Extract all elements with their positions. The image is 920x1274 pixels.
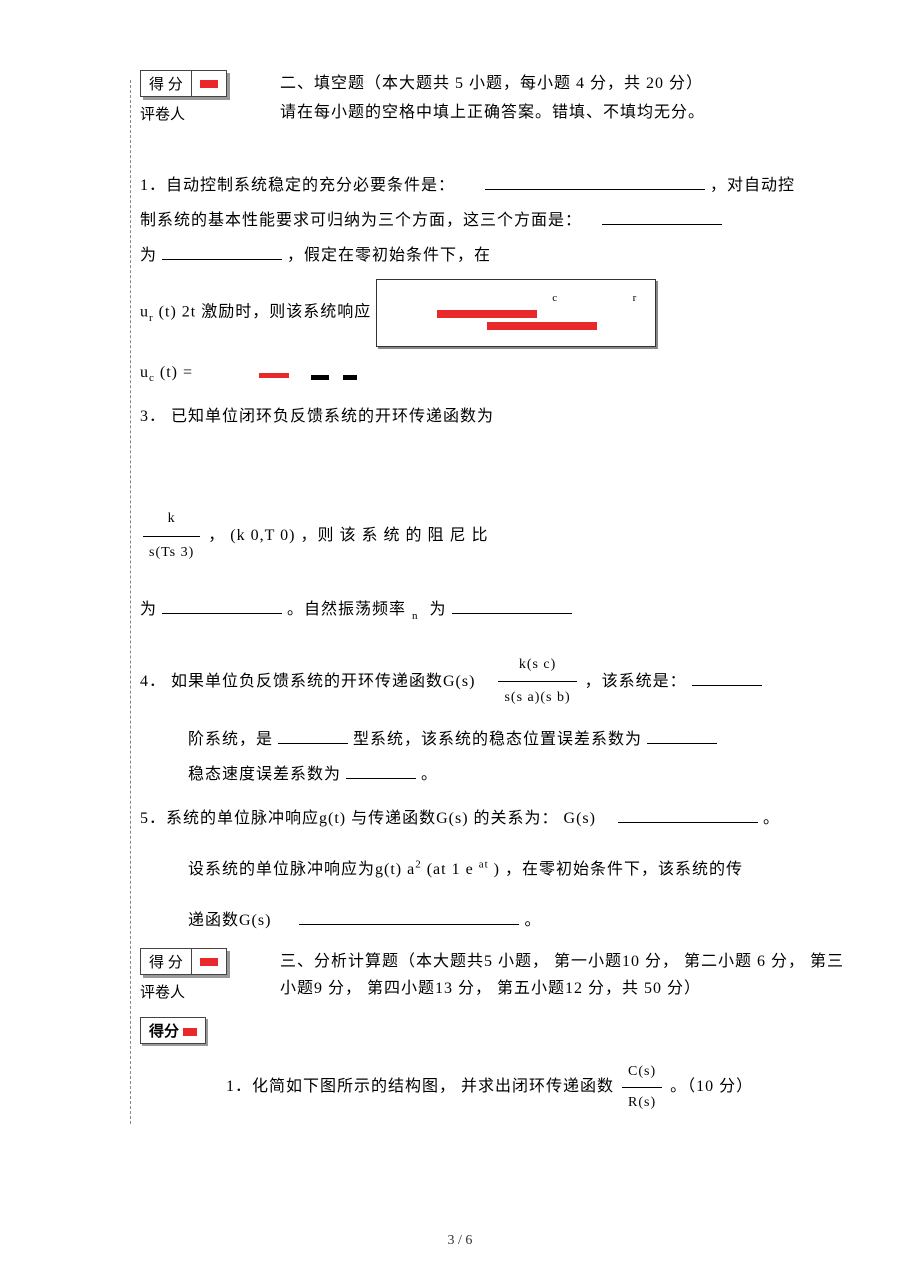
q5-line2a: 设系统的单位脉冲响应为g(t) a — [188, 861, 415, 878]
section2-instruction: 请在每小题的空格中填上正确答案。错填、不填均无分。 — [280, 99, 850, 128]
question-5: 5．系统的单位脉冲响应g(t) 与传递函数G(s) 的关系为： G(s) 。 设… — [140, 801, 850, 939]
score-label-cell-2: 得 分 — [141, 949, 192, 974]
score-value-cell-2 — [192, 951, 226, 972]
q3-frac-den: s(Ts 3) — [143, 537, 200, 569]
score-value-cell — [192, 73, 226, 94]
q1-line5b: (t) = — [160, 364, 193, 381]
score-box-2: 得 分 — [140, 948, 227, 975]
q1-line2a: 制系统的基本性能要求可归纳为三个方面，这三个方面是： — [140, 212, 582, 229]
s3q1-frac-num: C(s) — [622, 1058, 662, 1088]
question-4: 4． 如果单位负反馈系统的开环传递函数G(s) k(s c) s(s a)(s … — [140, 650, 850, 793]
q1-uc-u: u — [140, 364, 149, 381]
q1-line1b: ，对自动控 — [710, 177, 795, 194]
section2-title: 二、填空题（本大题共 5 小题，每小题 4 分，共 20 分） — [280, 70, 850, 99]
q4-fraction: k(s c) s(s a)(s b) — [498, 650, 576, 715]
q5-line1b: 。 — [763, 810, 780, 827]
q3-sub-n: n — [412, 610, 419, 622]
q3-blank2 — [452, 598, 572, 614]
q5-blank2 — [299, 909, 519, 925]
q1-line1a: 1．自动控制系统稳定的充分必要条件是： — [140, 177, 455, 194]
page-left-dashed-border — [130, 80, 132, 1124]
q4-blank3 — [647, 728, 717, 744]
score-grader-block-2: 得 分 评卷人 — [140, 948, 260, 1002]
q1-blank2 — [602, 209, 722, 225]
sub-score-box: 得分 — [140, 1017, 206, 1044]
q3-line2a: 为 — [140, 601, 157, 618]
sub-score-row: 得分 — [140, 1017, 850, 1044]
q4-line2a: 阶系统，是 — [188, 731, 273, 748]
page-number: 3 / 6 — [0, 1233, 920, 1249]
score-grader-block: 得 分 评卷人 — [140, 70, 260, 124]
score-label-cell: 得 分 — [141, 71, 192, 96]
q5-line2b: (at 1 e — [427, 861, 479, 878]
q4-line3a: 稳态速度误差系数为 — [188, 766, 341, 783]
q5-line2c: ) ，在零初始条件下，该系统的传 — [494, 861, 743, 878]
s3q1-fraction: C(s) R(s) — [622, 1058, 662, 1117]
q1-blank3 — [162, 244, 282, 260]
q1-uc-sub: c — [149, 372, 155, 384]
q5-sup1: 2 — [415, 859, 422, 871]
q4-blank1 — [692, 670, 762, 686]
question-3: 3． 已知单位闭环负反馈系统的开环传递函数为 k s(Ts 3) ， (k 0,… — [140, 399, 850, 628]
section3-header-row: 得 分 评卷人 三、分析计算题（本大题共5 小题， 第一小题10 分， 第二小题… — [140, 948, 850, 1002]
q5-line1a: 5．系统的单位脉冲响应g(t) 与传递函数G(s) 的关系为： G(s) — [140, 810, 596, 827]
q4-blank2 — [278, 728, 348, 744]
s3q1-text-a: 1．化简如下图所示的结构图， 并求出闭环传递函数 — [226, 1078, 614, 1095]
q5-sup2: at — [479, 859, 489, 871]
grader-label-2: 评卷人 — [140, 981, 260, 1002]
q3-line2c: 为 — [430, 601, 447, 618]
q3-line2b: 。自然振荡频率 — [287, 601, 406, 618]
q4-line2b: 型系统，该系统的稳态位置误差系数为 — [353, 731, 642, 748]
score-box: 得 分 — [140, 70, 227, 97]
diagram-box-1: c r — [376, 279, 656, 347]
q1-line3a: 为 — [140, 247, 157, 264]
q1-ur-sub: r — [149, 312, 154, 324]
q1-line4b: (t) 2t 激励时，则该系统响应 — [159, 304, 372, 321]
grader-label: 评卷人 — [140, 103, 260, 124]
q5-line3a: 递函数G(s) — [188, 912, 271, 929]
section2-title-block: 二、填空题（本大题共 5 小题，每小题 4 分，共 20 分） 请在每小题的空格… — [260, 70, 850, 128]
q4-blank4 — [346, 763, 416, 779]
q3-fraction: k s(Ts 3) — [143, 504, 200, 569]
question-1: 1．自动控制系统稳定的充分必要条件是： ，对自动控 制系统的基本性能要求可归纳为… — [140, 168, 850, 391]
section2-header-row: 得 分 评卷人 二、填空题（本大题共 5 小题，每小题 4 分，共 20 分） … — [140, 70, 850, 128]
section3-title-block: 三、分析计算题（本大题共5 小题， 第一小题10 分， 第二小题 6 分， 第三… — [260, 948, 850, 1002]
q3-blank1 — [162, 598, 282, 614]
q3-cond: ， (k 0,T 0) ，则 该 系 统 的 阻 尼 比 — [208, 527, 488, 544]
s3q1-text-b: 。（10 分） — [670, 1078, 753, 1095]
q5-blank1 — [618, 807, 758, 823]
q4-line3b: 。 — [421, 766, 438, 783]
s3-question-1: 1．化简如下图所示的结构图， 并求出闭环传递函数 C(s) R(s) 。（10 … — [140, 1058, 850, 1117]
q4-frac-den: s(s a)(s b) — [498, 682, 576, 714]
q4-line1b: ，该系统是： — [585, 673, 687, 690]
q3-heading: 3． 已知单位闭环负反馈系统的开环传递函数为 — [140, 399, 850, 434]
s3q1-frac-den: R(s) — [622, 1088, 662, 1117]
q1-blank1 — [485, 174, 705, 190]
q5-line3b: 。 — [524, 912, 541, 929]
q1-line3b: ，假定在零初始条件下，在 — [287, 247, 491, 264]
q4-frac-num: k(s c) — [498, 650, 576, 683]
section3-title: 三、分析计算题（本大题共5 小题， 第一小题10 分， 第二小题 6 分， 第三… — [280, 948, 850, 1002]
q1-ur-u: u — [140, 304, 149, 321]
q3-frac-num: k — [143, 504, 200, 537]
q4-line1a: 4． 如果单位负反馈系统的开环传递函数G(s) — [140, 673, 475, 690]
